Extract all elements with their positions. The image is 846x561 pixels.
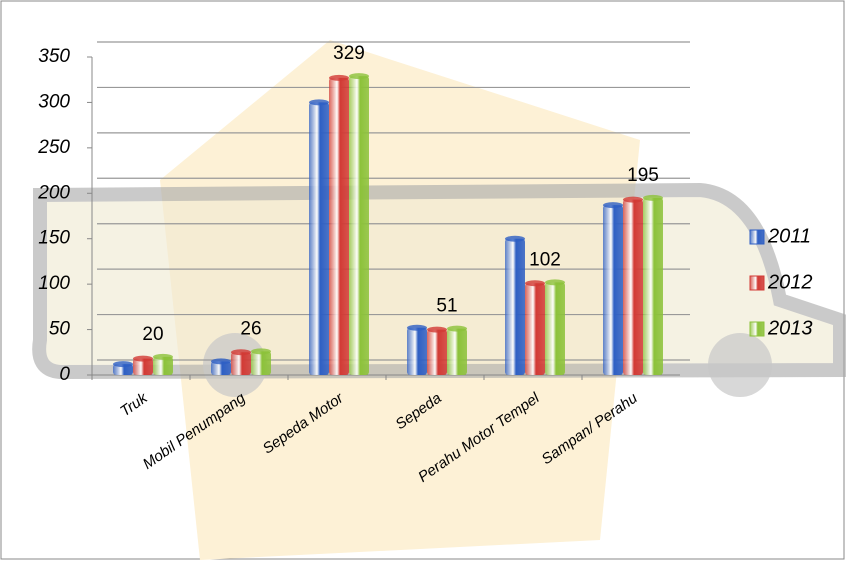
bar-cap xyxy=(231,349,251,356)
bar-cap xyxy=(525,280,545,287)
bar-cap xyxy=(329,74,349,81)
value-label: 20 xyxy=(142,324,163,345)
bar xyxy=(427,329,447,375)
bar xyxy=(113,364,133,375)
value-label: 26 xyxy=(240,318,261,339)
bar-cap xyxy=(349,73,369,80)
bar xyxy=(133,358,153,375)
bar xyxy=(643,197,663,375)
bar xyxy=(505,238,525,375)
bar-cap xyxy=(603,202,623,209)
bar xyxy=(447,328,467,375)
y-tick-label: 150 xyxy=(38,228,70,249)
bar-cap xyxy=(309,99,329,106)
bus-wheel xyxy=(708,333,772,397)
y-tick-label: 300 xyxy=(38,91,70,112)
legend-label: 2011 xyxy=(767,225,811,247)
bar-cap xyxy=(427,326,447,333)
y-tick-label: 200 xyxy=(37,182,70,203)
bar xyxy=(309,102,329,375)
bar-cap xyxy=(623,196,643,203)
bar xyxy=(407,327,427,375)
y-tick-label: 250 xyxy=(37,137,70,158)
bar xyxy=(623,199,643,375)
legend-swatch xyxy=(749,229,765,245)
legend-label: 2013 xyxy=(767,317,813,339)
bar xyxy=(251,351,271,375)
bar xyxy=(525,283,545,375)
bar-cap xyxy=(447,325,467,332)
y-tick-label: 0 xyxy=(59,364,70,385)
bar xyxy=(329,77,349,375)
bar-cap xyxy=(113,361,133,368)
bar-cap xyxy=(153,353,173,360)
legend-swatch xyxy=(749,275,765,291)
y-tick-label: 100 xyxy=(38,273,70,294)
bar-cap xyxy=(545,279,565,286)
bar xyxy=(153,356,173,375)
legend-swatch xyxy=(749,321,765,337)
bar-cap xyxy=(643,194,663,201)
bar-cap xyxy=(211,358,231,365)
value-label: 195 xyxy=(627,165,659,186)
legend-label: 2012 xyxy=(767,271,813,293)
value-label: 102 xyxy=(529,249,561,270)
value-label: 51 xyxy=(436,296,457,317)
y-tick-label: 350 xyxy=(38,46,70,67)
bar-cap xyxy=(505,235,525,242)
bar xyxy=(603,205,623,375)
y-tick-label: 50 xyxy=(49,319,71,340)
bar xyxy=(545,282,565,375)
bar xyxy=(231,352,251,375)
value-label: 329 xyxy=(333,43,365,64)
bar-cap xyxy=(133,355,153,362)
bar-cap xyxy=(251,348,271,355)
bar xyxy=(211,361,231,375)
bar xyxy=(349,76,369,375)
bar-cap xyxy=(407,324,427,331)
